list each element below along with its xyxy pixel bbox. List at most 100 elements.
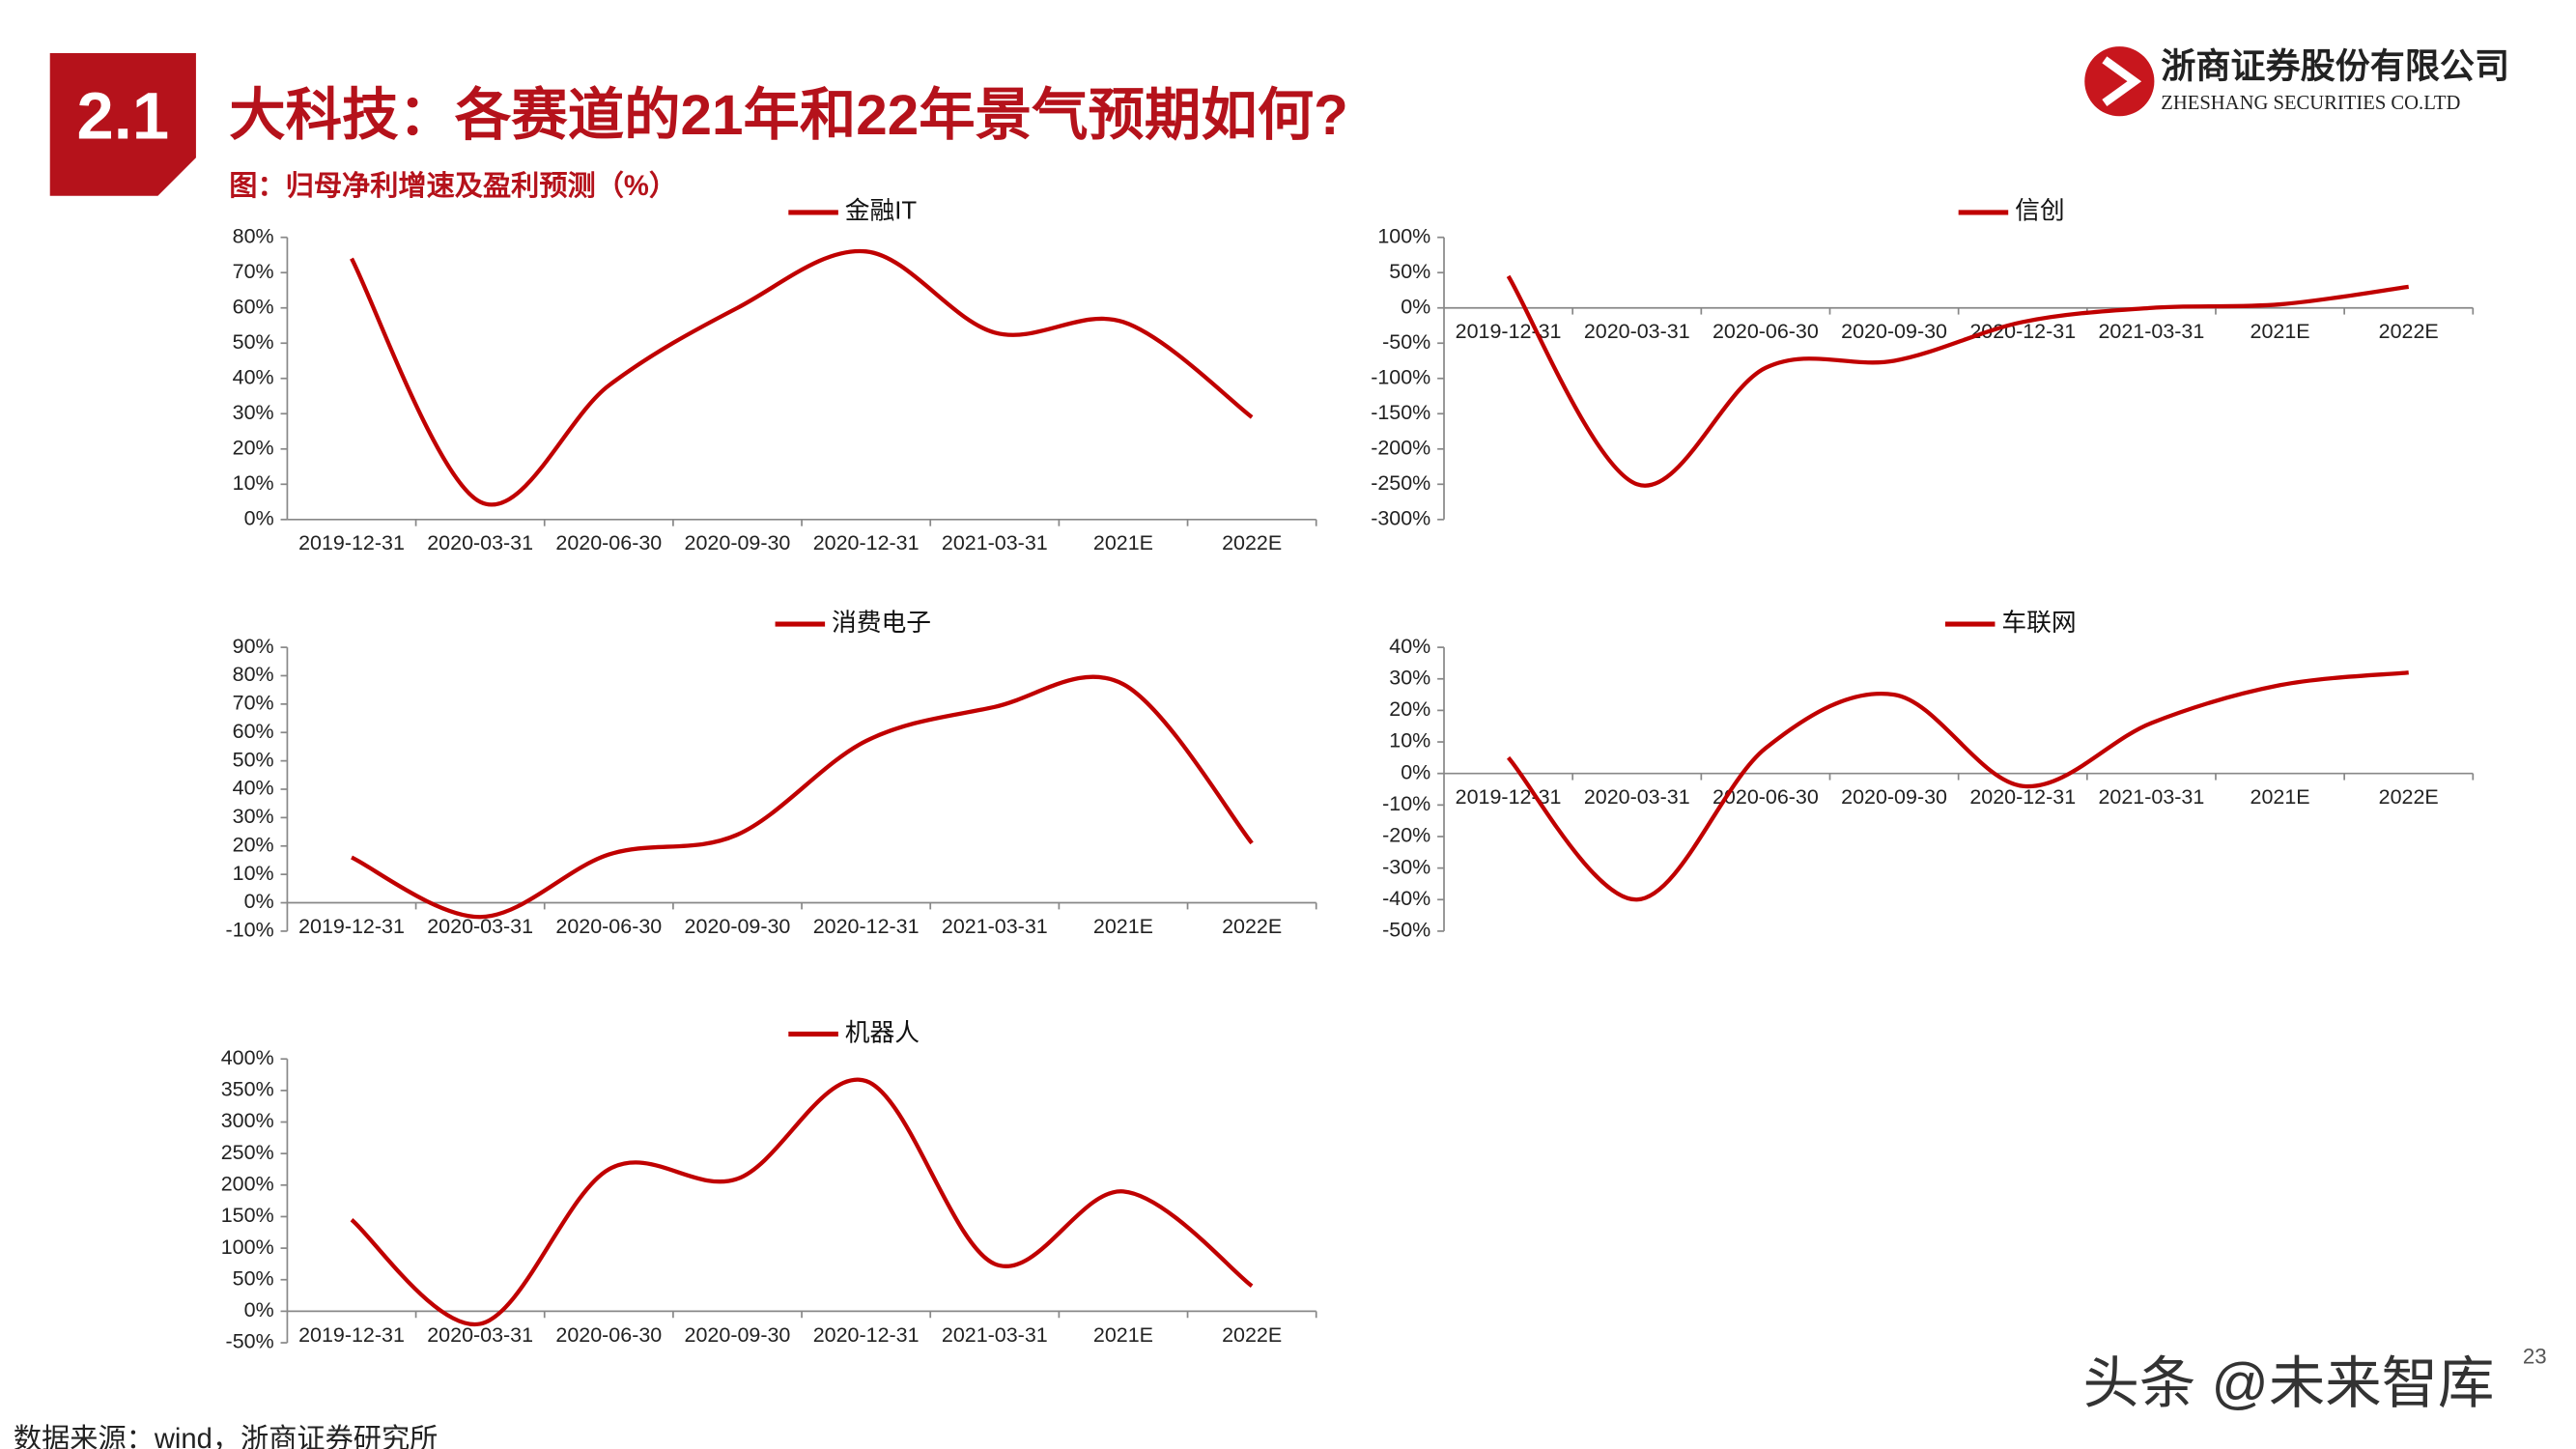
x-tick-label: 2020-12-31: [813, 1323, 920, 1347]
y-tick-label: 400%: [221, 1046, 274, 1069]
series-line: [350, 1077, 1254, 1326]
x-tick-label: 2022E: [1222, 531, 1282, 554]
y-tick-label: 40%: [1389, 635, 1430, 658]
x-tick-label: 2020-03-31: [1584, 320, 1690, 343]
x-tick-label: 2022E: [1222, 1323, 1282, 1347]
x-tick-label: 2021E: [1093, 915, 1153, 938]
logo-name: 浙商证券股份有限公司: [2161, 46, 2509, 85]
x-tick-label: 2021E: [1093, 531, 1153, 554]
y-tick-label: -40%: [1382, 887, 1430, 910]
x-tick-label: 2020-12-31: [813, 531, 920, 554]
y-tick-label: 60%: [233, 295, 274, 318]
y-tick-label: 30%: [1389, 666, 1430, 689]
chart: -50% -40% -30% -20% -10% 0% 10% 20% 30% 40% 2019-1…: [1382, 609, 2475, 942]
x-tick-label: 2020-09-30: [685, 531, 791, 554]
y-tick-label: 0%: [244, 890, 274, 913]
x-tick-label: 2019-12-31: [1456, 785, 1562, 809]
x-tick-label: 2019-12-31: [1456, 320, 1562, 343]
y-tick-label: 20%: [233, 833, 274, 856]
x-tick-label: 2020-09-30: [1841, 320, 1947, 343]
x-tick-label: 2020-09-30: [685, 1323, 791, 1347]
y-tick-label: 30%: [233, 401, 274, 424]
x-tick-label: 2020-09-30: [1841, 785, 1947, 809]
x-tick-label: 2019-12-31: [298, 1323, 405, 1347]
y-tick-label: -50%: [1382, 919, 1430, 942]
x-tick-label: 2020-06-30: [555, 531, 662, 554]
x-tick-label: 2020-06-30: [1713, 785, 1819, 809]
y-tick-label: 50%: [233, 330, 274, 354]
x-tick-label: 2019-12-31: [298, 531, 405, 554]
logo-english: ZHESHANG SECURITIES CO.LTD: [2161, 93, 2460, 114]
x-tick-label: 2021-03-31: [2098, 320, 2204, 343]
y-tick-label: 250%: [221, 1141, 274, 1164]
x-tick-label: 2021E: [2250, 785, 2310, 809]
x-tick-label: 2021-03-31: [942, 1323, 1048, 1347]
chart: -10% 0% 10% 20% 30% 40% 50% 60% 70% 80% 90% 2019-12…: [226, 609, 1317, 942]
x-tick-label: 2022E: [2379, 320, 2439, 343]
x-tick-label: 2020-06-30: [555, 1323, 662, 1347]
x-tick-label: 2020-06-30: [1713, 320, 1819, 343]
y-tick-label: -20%: [1382, 824, 1430, 847]
series-line: [350, 248, 1254, 507]
y-tick-label: 40%: [233, 365, 274, 388]
x-tick-label: 2020-03-31: [427, 531, 533, 554]
y-tick-label: -200%: [1371, 436, 1430, 459]
y-tick-label: 20%: [1389, 697, 1430, 721]
y-tick-label: 200%: [221, 1172, 274, 1195]
slide-title: 大科技：各赛道的21年和22年景气预期如何?: [229, 84, 1348, 147]
y-tick-label: 80%: [233, 224, 274, 247]
y-tick-label: 10%: [1389, 729, 1430, 753]
y-tick-label: 100%: [1377, 224, 1430, 247]
y-tick-label: 10%: [233, 862, 274, 885]
y-tick-label: 0%: [244, 1298, 274, 1321]
y-tick-label: 50%: [1389, 260, 1430, 283]
y-tick-label: 10%: [233, 471, 274, 495]
logo: 浙商证券股份有限公司 ZHESHANG SECURITIES CO.LTD: [2084, 46, 2509, 117]
y-tick-label: 150%: [221, 1204, 274, 1227]
x-tick-label: 2020-12-31: [1969, 785, 2076, 809]
x-tick-label: 2022E: [1222, 915, 1282, 938]
y-tick-label: 0%: [1401, 295, 1430, 318]
x-tick-label: 2021-03-31: [942, 531, 1048, 554]
legend-label: 车联网: [2001, 609, 2076, 637]
chart: 0% 10% 20% 30% 40% 50% 60% 70% 80% 2019-12-31 2020…: [233, 197, 1317, 554]
x-tick-label: 2020-03-31: [1584, 785, 1690, 809]
y-tick-label: 50%: [233, 1266, 274, 1290]
watermark: 头条 @未来智库: [2083, 1352, 2495, 1415]
y-tick-label: 60%: [233, 720, 274, 743]
series-line: [1506, 274, 2410, 488]
y-tick-label: 70%: [233, 692, 274, 715]
y-tick-label: 20%: [233, 436, 274, 459]
source-note: 数据来源：wind，浙商证券研究所: [14, 1423, 438, 1449]
y-tick-label: 40%: [233, 777, 274, 800]
x-tick-label: 2020-06-30: [555, 915, 662, 938]
legend-label: 机器人: [845, 1018, 920, 1046]
page-number: 23: [2523, 1344, 2547, 1368]
chart: -50% 0% 50% 100% 150% 200% 250% 300% 350% 400% 201…: [221, 1018, 1317, 1353]
x-tick-label: 2020-03-31: [427, 1323, 533, 1347]
subtitle: 图：归母净利增速及盈利预测（%）: [229, 170, 677, 202]
x-tick-label: 2021-03-31: [2098, 785, 2204, 809]
y-tick-label: 100%: [221, 1236, 274, 1259]
section-badge: [49, 52, 196, 196]
legend-label: 信创: [2015, 197, 2065, 225]
x-tick-label: 2019-12-31: [298, 915, 405, 938]
y-tick-label: 50%: [233, 748, 274, 771]
x-tick-label: 2020-09-30: [685, 915, 791, 938]
y-tick-label: -300%: [1371, 506, 1430, 529]
logo-mark: [2084, 46, 2155, 117]
chart: -300% -250% -200% -150% -100% -50% 0% 50% 100% 20…: [1371, 197, 2475, 529]
legend-label: 消费电子: [832, 609, 931, 637]
legend-label: 金融IT: [845, 197, 918, 225]
y-tick-label: 70%: [233, 260, 274, 283]
y-tick-label: -50%: [1382, 330, 1430, 354]
section-number: 2.1: [77, 79, 170, 154]
logo-glyph: [2102, 56, 2142, 107]
y-tick-label: 300%: [221, 1109, 274, 1132]
y-tick-label: 350%: [221, 1078, 274, 1101]
y-tick-label: 0%: [244, 506, 274, 529]
x-tick-label: 2022E: [2379, 785, 2439, 809]
y-tick-label: -150%: [1371, 401, 1430, 424]
